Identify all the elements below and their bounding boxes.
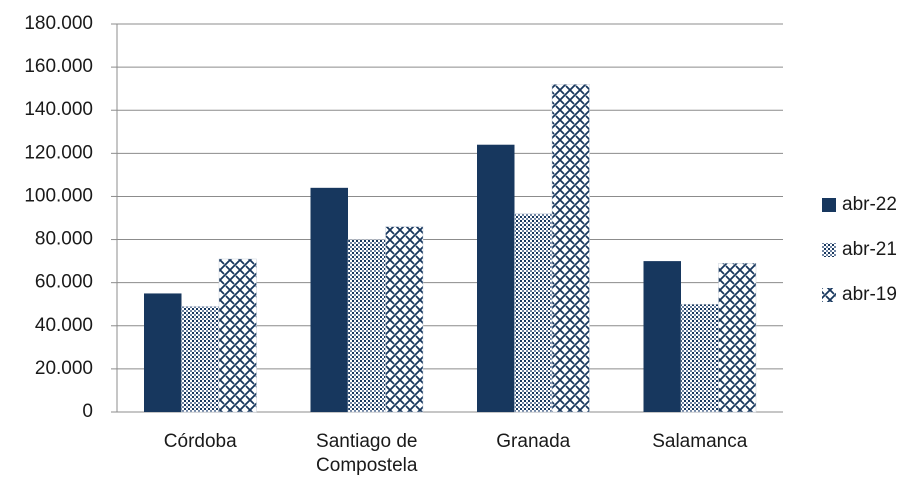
y-tick-label: 100.000 [24,185,93,206]
y-tick-label: 0 [82,401,93,422]
x-tick-label: Granada [496,431,571,452]
bar [477,144,515,412]
bar [347,239,386,413]
y-tick-label: 180.000 [24,13,93,34]
x-tick-label: Santiago de Compostela [316,431,418,476]
x-tick-label: Salamanca [652,431,748,452]
legend-swatch [822,243,836,257]
y-tick-label: 120.000 [24,142,93,163]
y-tick-label: 40.000 [35,315,93,336]
legend-swatch [822,288,836,302]
bar [181,306,220,413]
x-tick-label: Córdoba [163,431,237,452]
bar [514,213,553,413]
x-tick-label-box: Granada [496,431,571,452]
bar [551,84,590,413]
bar [643,261,681,412]
y-tick-label: 60.000 [35,272,93,293]
bar [680,303,719,413]
x-tick-label-box: Santiago de Compostela [316,431,418,476]
y-tick-label: 140.000 [24,99,93,120]
bar [310,187,348,412]
y-tick-label: 160.000 [24,56,93,77]
legend-label: abr-22 [842,194,897,215]
bar [385,226,424,413]
y-tick-label: 80.000 [35,229,93,250]
y-tick-label: 20.000 [35,358,93,379]
bar [218,258,257,413]
x-tick-label-box: Córdoba [163,431,237,452]
legend-label: abr-21 [842,239,897,260]
bar [718,263,757,413]
legend-label: abr-19 [842,284,897,305]
legend-swatch [822,198,836,212]
x-tick-label-box: Salamanca [652,431,748,452]
bar [144,293,182,412]
